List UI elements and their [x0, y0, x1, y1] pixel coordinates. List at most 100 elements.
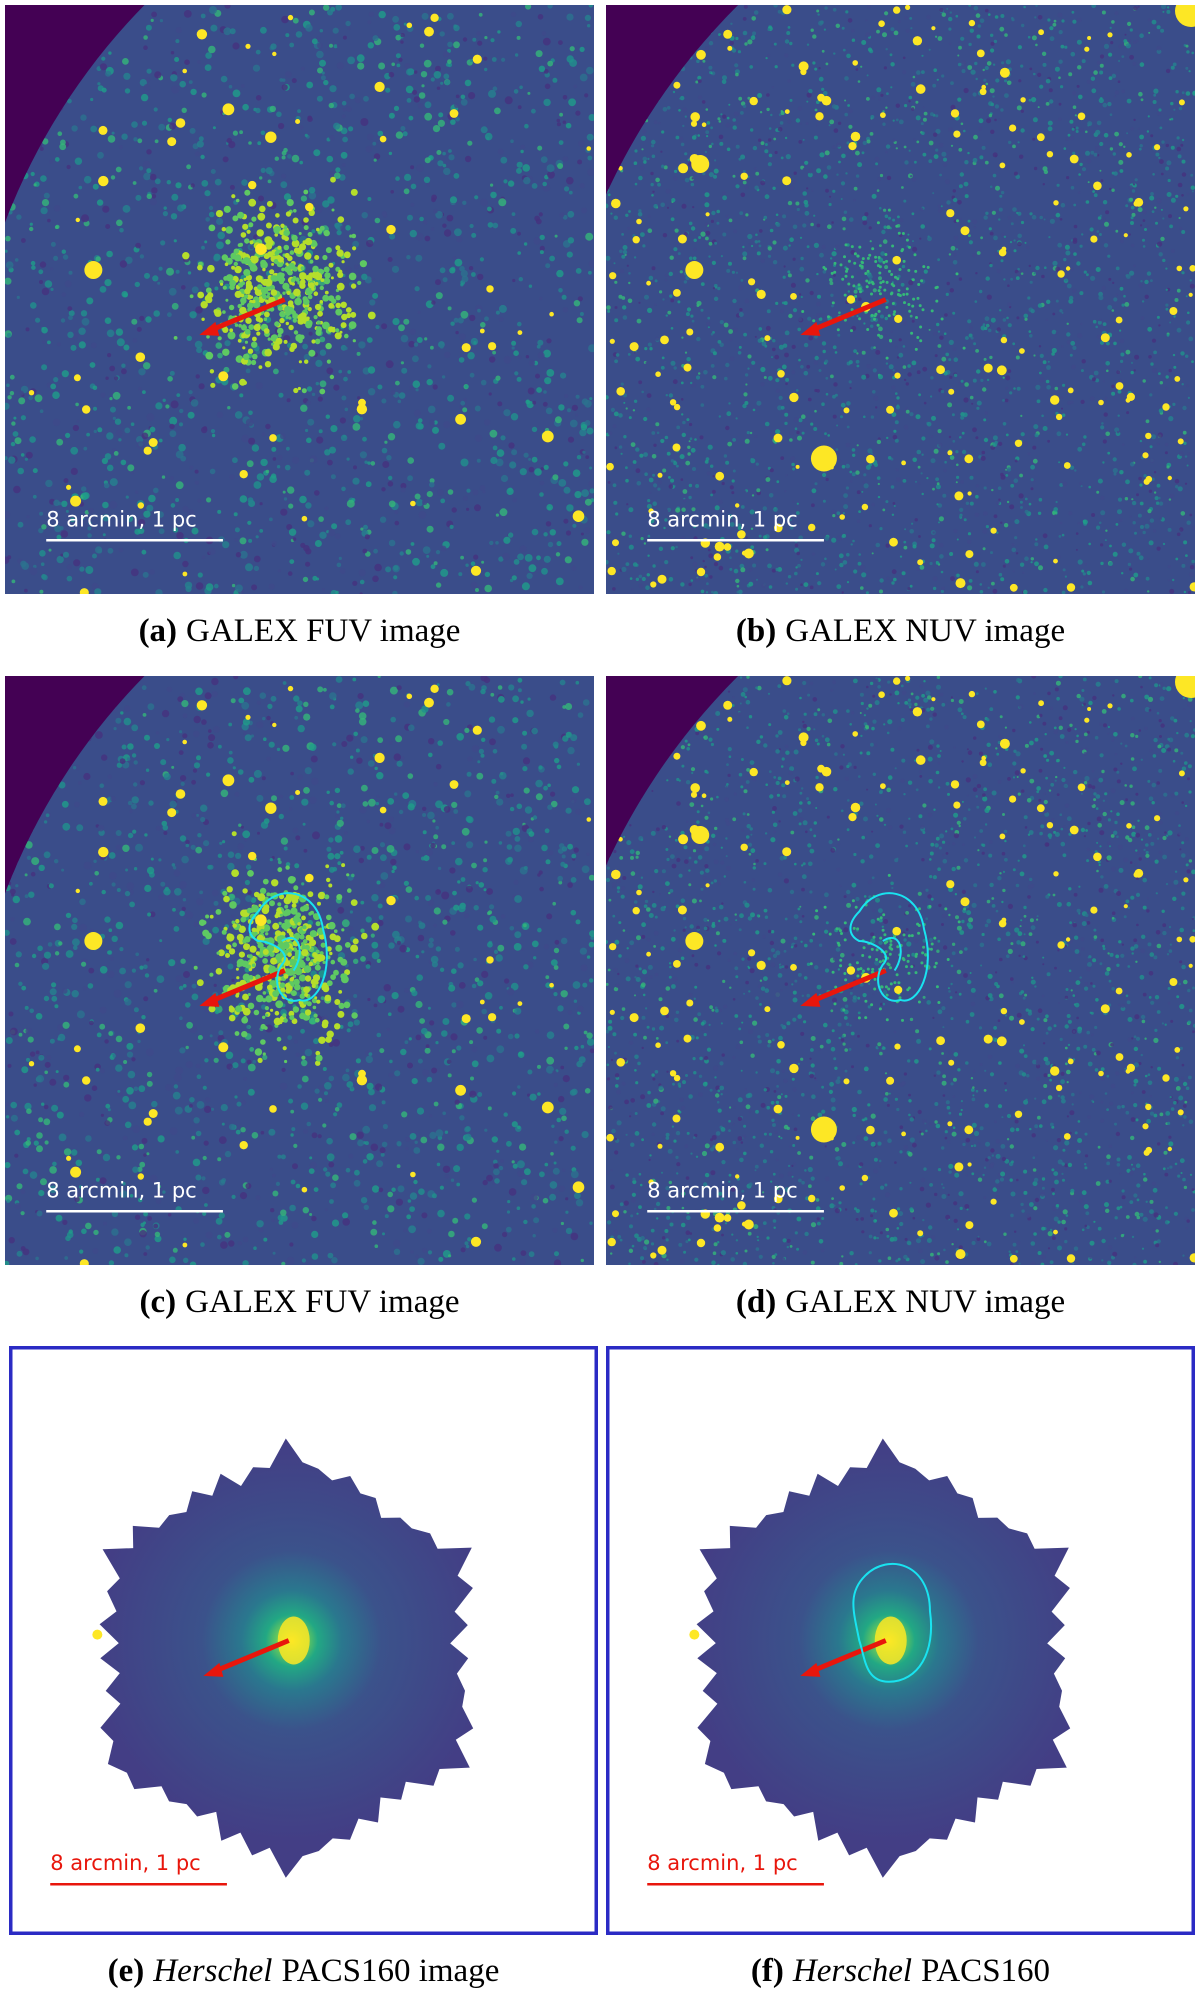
- panel-image: 8 arcmin, 1 pc: [9, 1346, 598, 1935]
- scale-label: 8 arcmin, 1 pc: [647, 507, 798, 531]
- star: [1133, 871, 1140, 878]
- star: [1143, 478, 1150, 485]
- star: [455, 1084, 466, 1096]
- arrow-shaft: [809, 968, 887, 1005]
- star: [73, 374, 81, 382]
- star: [1115, 382, 1124, 390]
- star: [1115, 987, 1123, 995]
- star: [673, 403, 681, 411]
- star: [1067, 387, 1074, 394]
- star: [28, 1061, 35, 1067]
- star: [245, 43, 251, 49]
- star: [714, 1212, 725, 1223]
- star: [148, 438, 158, 447]
- star: [1067, 1058, 1074, 1065]
- star: [406, 693, 413, 700]
- star: [915, 755, 926, 765]
- star: [1057, 941, 1065, 949]
- star: [646, 280, 651, 286]
- star: [609, 943, 617, 951]
- star: [660, 335, 669, 345]
- star: [1123, 233, 1128, 238]
- panel-image: 8 arcmin, 1 pc: [606, 1346, 1195, 1935]
- star: [358, 398, 366, 407]
- star: [701, 122, 707, 127]
- star: [669, 399, 677, 406]
- star: [839, 1185, 845, 1191]
- star: [175, 789, 186, 799]
- star: [374, 752, 385, 763]
- star: [947, 1121, 953, 1127]
- star: [245, 714, 251, 720]
- star: [999, 67, 1010, 78]
- arrow-head: [203, 1662, 224, 1677]
- star: [967, 1162, 972, 1167]
- star: [946, 209, 955, 218]
- star: [810, 1116, 837, 1143]
- star: [782, 676, 792, 686]
- star: [764, 335, 771, 342]
- caption: (a) GALEX FUV image: [139, 613, 461, 649]
- star: [790, 964, 797, 971]
- star: [1177, 438, 1184, 445]
- star: [979, 88, 987, 96]
- star: [1183, 206, 1189, 212]
- star: [549, 982, 554, 988]
- star: [727, 716, 733, 722]
- caption-text: GALEX NUV image: [785, 1284, 1065, 1320]
- star: [782, 5, 792, 15]
- star: [424, 697, 434, 708]
- star: [607, 1237, 616, 1247]
- star: [488, 1013, 497, 1022]
- star: [98, 846, 109, 858]
- star: [1077, 783, 1086, 792]
- star: [358, 1069, 366, 1078]
- star: [470, 565, 482, 576]
- star: [1050, 395, 1060, 405]
- star: [990, 1198, 997, 1205]
- star: [946, 880, 955, 889]
- star: [374, 81, 385, 92]
- star: [843, 407, 850, 414]
- star: [135, 1023, 146, 1033]
- star: [889, 537, 898, 547]
- star: [852, 60, 858, 66]
- star: [1098, 399, 1104, 406]
- star: [379, 135, 387, 143]
- star: [976, 49, 985, 58]
- star: [789, 392, 799, 403]
- star: [848, 813, 857, 822]
- star: [629, 1013, 639, 1023]
- star: [517, 330, 523, 335]
- star: [272, 722, 277, 728]
- star: [1167, 1146, 1172, 1152]
- scale-label: 8 arcmin, 1 pc: [647, 1851, 798, 1875]
- caption-text: GALEX FUV image: [186, 613, 460, 649]
- star: [1115, 1053, 1124, 1061]
- star: [135, 352, 146, 363]
- star: [75, 888, 81, 894]
- star: [1176, 265, 1183, 272]
- star: [673, 289, 681, 297]
- star: [678, 163, 689, 174]
- star: [955, 1249, 966, 1260]
- star: [609, 1009, 615, 1015]
- star: [686, 328, 694, 336]
- arrow-shaft: [809, 1638, 887, 1675]
- star: [79, 588, 89, 594]
- star: [691, 826, 710, 845]
- star: [737, 530, 746, 539]
- star: [960, 226, 970, 236]
- star: [1189, 265, 1195, 272]
- star: [821, 766, 832, 777]
- star: [953, 130, 961, 138]
- star: [894, 985, 903, 994]
- star: [1038, 29, 1044, 36]
- star: [964, 454, 974, 464]
- caption: (d) GALEX NUV image: [736, 1284, 1065, 1320]
- star: [839, 514, 845, 520]
- star: [735, 1174, 740, 1179]
- star: [75, 217, 81, 223]
- star: [878, 691, 885, 698]
- star: [701, 793, 707, 798]
